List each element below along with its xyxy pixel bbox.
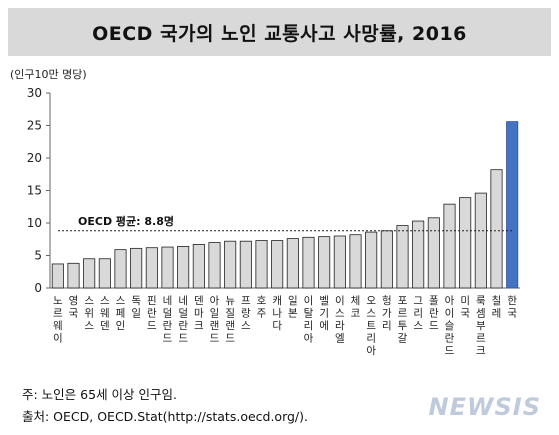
y-tick-label: 15 [27, 184, 42, 198]
bar [83, 258, 96, 289]
y-tick-label: 0 [34, 281, 42, 295]
chart-title: OECD 국가의 노인 교통사고 사망률, 2016 [92, 22, 467, 45]
bar [271, 240, 284, 289]
bar [239, 240, 252, 289]
bar [443, 203, 456, 289]
bar [474, 192, 487, 289]
source-note: 출처: OECD, OECD.Stat(http://stats.oecd.or… [22, 409, 308, 424]
y-tick-label: 10 [27, 216, 42, 230]
oecd-average-label: OECD 평균: 8.8명 [78, 214, 174, 228]
y-tick-label: 30 [27, 86, 42, 100]
bar [208, 242, 221, 289]
bar [396, 225, 409, 289]
bar [365, 231, 378, 289]
bar [161, 246, 174, 289]
title-bar: OECD 국가의 노인 교통사고 사망률, 2016 [8, 8, 551, 56]
y-tick-label: 5 [34, 249, 42, 263]
bar [490, 169, 503, 289]
bar [459, 197, 472, 289]
bar-chart: 0 5 10 15 20 25 30 OECD 평균: 8.8명노 르 웨 이 영 국 스 위 스 스 웨 덴 스 페 인… [27, 86, 520, 357]
footnote: 주: 노인은 65세 이상 인구임. [22, 387, 177, 402]
bar [427, 217, 440, 289]
bar [98, 258, 111, 289]
bar [145, 247, 158, 289]
bar [114, 249, 127, 289]
bar [302, 236, 315, 289]
watermark-logo: NEWSIS [428, 393, 541, 421]
y-tick-label: 25 [27, 119, 42, 133]
bar [318, 236, 331, 289]
bar [67, 262, 80, 289]
bar [130, 247, 143, 289]
bar [380, 230, 393, 289]
unit-label: (인구10만 명당) [10, 68, 87, 81]
bar [177, 245, 190, 289]
bar [286, 238, 299, 289]
bar [333, 235, 346, 289]
y-tick-label: 20 [27, 151, 42, 165]
bar [412, 220, 425, 289]
bar [224, 240, 237, 289]
bar [506, 121, 519, 289]
bar [349, 234, 362, 289]
bar [192, 244, 205, 289]
bar [255, 240, 268, 289]
bar [51, 263, 64, 289]
